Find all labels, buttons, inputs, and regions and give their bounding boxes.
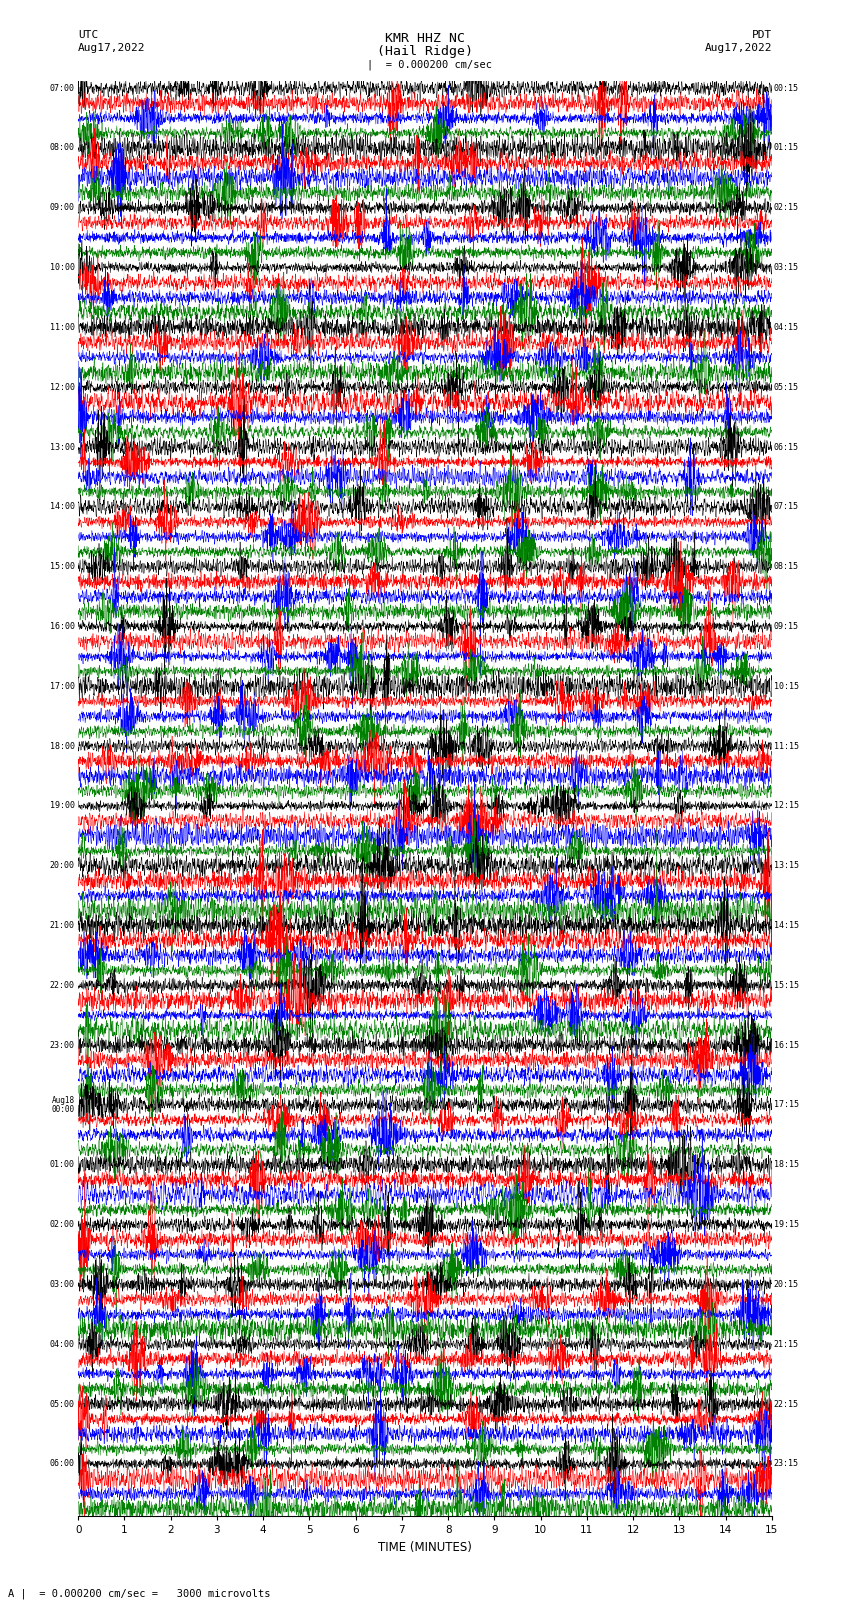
Text: 18:00: 18:00 [50, 742, 75, 750]
Text: 23:15: 23:15 [774, 1460, 799, 1468]
Text: 20:15: 20:15 [774, 1281, 799, 1289]
Text: 20:00: 20:00 [50, 861, 75, 871]
Text: 09:15: 09:15 [774, 623, 799, 631]
Text: 02:00: 02:00 [50, 1219, 75, 1229]
Text: 10:00: 10:00 [50, 263, 75, 273]
Text: 17:00: 17:00 [50, 682, 75, 690]
Text: 11:15: 11:15 [774, 742, 799, 750]
Text: 06:15: 06:15 [774, 442, 799, 452]
Text: 09:00: 09:00 [50, 203, 75, 213]
Text: 21:15: 21:15 [774, 1340, 799, 1348]
Text: 14:15: 14:15 [774, 921, 799, 931]
Text: 05:00: 05:00 [50, 1400, 75, 1408]
Text: 21:00: 21:00 [50, 921, 75, 931]
Text: 15:15: 15:15 [774, 981, 799, 990]
Text: 07:00: 07:00 [50, 84, 75, 92]
Text: Aug17,2022: Aug17,2022 [78, 44, 145, 53]
Text: 16:00: 16:00 [50, 623, 75, 631]
Text: KMR HHZ NC: KMR HHZ NC [385, 32, 465, 45]
Text: 22:15: 22:15 [774, 1400, 799, 1408]
Text: 08:15: 08:15 [774, 563, 799, 571]
Text: 07:15: 07:15 [774, 502, 799, 511]
Text: 17:15: 17:15 [774, 1100, 799, 1110]
Text: A |  = 0.000200 cm/sec =   3000 microvolts: A | = 0.000200 cm/sec = 3000 microvolts [8, 1589, 271, 1598]
Text: 16:15: 16:15 [774, 1040, 799, 1050]
Text: 18:15: 18:15 [774, 1160, 799, 1169]
Text: 00:00: 00:00 [52, 1105, 75, 1115]
Text: 00:15: 00:15 [774, 84, 799, 92]
Text: UTC: UTC [78, 31, 99, 40]
Text: 19:15: 19:15 [774, 1219, 799, 1229]
Text: 14:00: 14:00 [50, 502, 75, 511]
Text: 11:00: 11:00 [50, 323, 75, 332]
Text: Aug18: Aug18 [52, 1097, 75, 1105]
Text: 13:15: 13:15 [774, 861, 799, 871]
Text: 19:00: 19:00 [50, 802, 75, 810]
Text: 12:00: 12:00 [50, 382, 75, 392]
Text: 22:00: 22:00 [50, 981, 75, 990]
Text: 10:15: 10:15 [774, 682, 799, 690]
Text: 01:00: 01:00 [50, 1160, 75, 1169]
Text: 04:15: 04:15 [774, 323, 799, 332]
Text: Aug17,2022: Aug17,2022 [705, 44, 772, 53]
Text: 08:00: 08:00 [50, 144, 75, 153]
Text: 03:00: 03:00 [50, 1281, 75, 1289]
Text: PDT: PDT [751, 31, 772, 40]
X-axis label: TIME (MINUTES): TIME (MINUTES) [378, 1540, 472, 1553]
Text: 02:15: 02:15 [774, 203, 799, 213]
Text: 23:00: 23:00 [50, 1040, 75, 1050]
Text: 05:15: 05:15 [774, 382, 799, 392]
Text: 01:15: 01:15 [774, 144, 799, 153]
Text: |  = 0.000200 cm/sec: | = 0.000200 cm/sec [366, 60, 492, 69]
Text: (Hail Ridge): (Hail Ridge) [377, 45, 473, 58]
Text: 03:15: 03:15 [774, 263, 799, 273]
Text: 13:00: 13:00 [50, 442, 75, 452]
Text: 12:15: 12:15 [774, 802, 799, 810]
Text: 06:00: 06:00 [50, 1460, 75, 1468]
Text: 15:00: 15:00 [50, 563, 75, 571]
Text: 04:00: 04:00 [50, 1340, 75, 1348]
